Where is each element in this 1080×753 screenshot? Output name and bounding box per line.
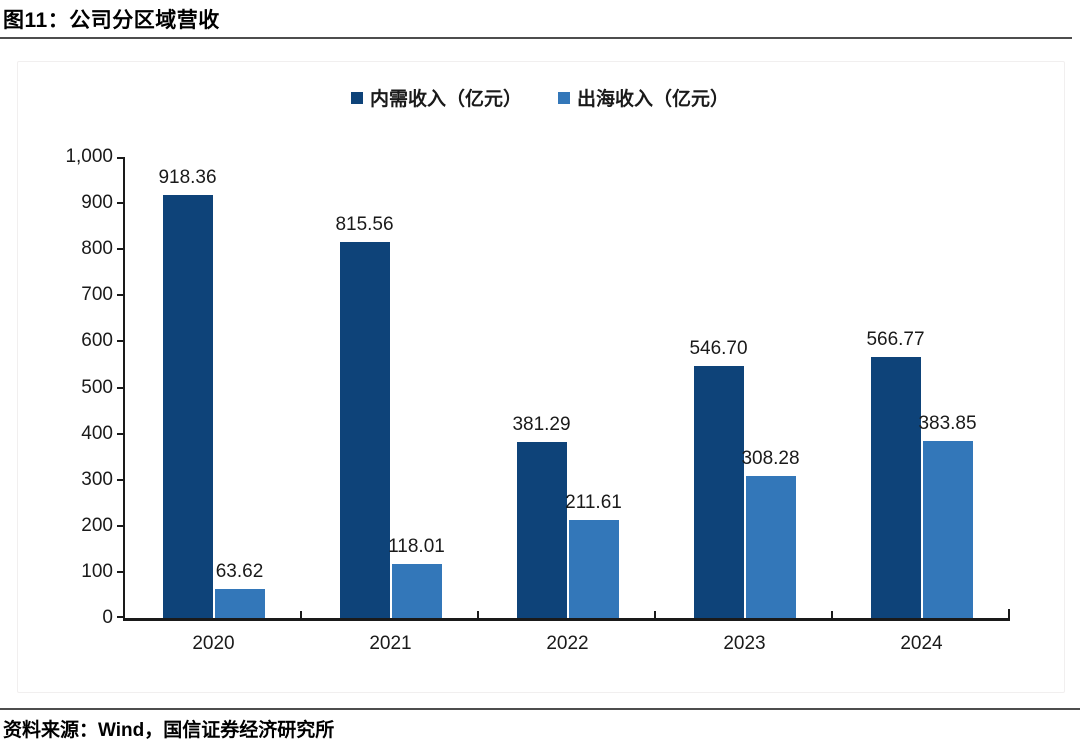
bar-overseas — [745, 475, 796, 618]
legend-label-domestic: 内需收入（亿元） — [369, 89, 522, 110]
bar-value-label: 63.62 — [215, 560, 264, 582]
x-axis-category-label: 2022 — [546, 633, 589, 654]
bar-overseas — [391, 563, 442, 618]
x-axis-tick-mark — [654, 611, 656, 618]
bar-value-label: 383.85 — [918, 413, 977, 435]
y-axis-tick-mark — [117, 524, 125, 527]
y-axis-tick-mark — [117, 570, 125, 573]
y-axis-tick-mark — [117, 202, 125, 205]
bar-value-label: 546.70 — [689, 337, 748, 359]
y-axis-tick-mark — [117, 340, 125, 343]
legend-item-domestic: 内需收入（亿元） — [350, 84, 522, 111]
y-axis-tick-mark — [117, 157, 125, 159]
y-axis-tick-label: 400 — [81, 422, 113, 444]
y-axis-tick-label: 0 — [102, 607, 113, 628]
bar-domestic — [339, 242, 390, 618]
y-axis-tick-mark — [117, 616, 125, 618]
y-axis-tick-label: 500 — [81, 376, 113, 398]
x-axis-tick-mark — [1008, 609, 1010, 618]
plot-area: 0 100 200 300 400 500 600 700 800 900 1,000 918.36 6… — [65, 146, 1010, 654]
y-axis-tick-mark — [117, 386, 125, 389]
bar-domestic — [870, 356, 921, 618]
x-axis-category-label: 2023 — [723, 633, 766, 654]
bar-value-label: 566.77 — [866, 328, 925, 350]
legend-label-overseas: 出海收入（亿元） — [577, 89, 730, 110]
bar-domestic — [162, 194, 213, 618]
footer-divider-line — [0, 708, 1080, 710]
bar-value-label: 308.28 — [741, 447, 800, 469]
bar-overseas — [214, 588, 265, 618]
chart-legend: 内需收入（亿元） 出海收入（亿元） — [0, 84, 1080, 111]
x-axis-category-label: 2021 — [369, 633, 412, 654]
y-axis-tick-mark — [117, 478, 125, 481]
x-axis-tick-mark — [300, 611, 302, 618]
bar-overseas — [568, 520, 619, 618]
bar-domestic — [693, 365, 744, 618]
legend-item-overseas: 出海收入（亿元） — [558, 84, 729, 111]
legend-swatch-overseas-icon — [558, 91, 570, 104]
y-axis-tick-label: 100 — [81, 560, 113, 582]
y-axis-tick-label: 800 — [81, 238, 113, 260]
y-axis-tick-mark — [117, 248, 125, 251]
bar-value-label: 118.01 — [388, 535, 445, 557]
y-axis-tick-label: 300 — [81, 468, 113, 490]
x-axis-tick-mark — [831, 611, 833, 618]
bar-domestic — [516, 442, 567, 618]
x-axis-category-label: 2024 — [900, 633, 943, 654]
bar-value-label: 815.56 — [335, 214, 394, 236]
y-axis-tick-label: 700 — [81, 284, 113, 306]
y-axis-tick-label: 1,000 — [65, 146, 113, 167]
bar-value-label: 211.61 — [565, 492, 622, 514]
y-axis-tick-mark — [117, 294, 125, 297]
bar-overseas — [922, 441, 973, 618]
bar-value-label: 918.36 — [158, 166, 217, 188]
figure-title: 图11：公司分区域营收 — [3, 9, 220, 32]
y-axis-tick-label: 900 — [81, 192, 113, 214]
bar-value-label: 381.29 — [512, 414, 571, 436]
y-axis-tick-label: 600 — [81, 330, 113, 352]
legend-swatch-domestic-icon — [350, 91, 363, 104]
data-source-note: 资料来源：Wind，国信证券经济研究所 — [3, 720, 335, 741]
y-axis-tick-mark — [117, 432, 125, 435]
x-axis-tick-mark — [477, 611, 479, 618]
y-axis-tick-label: 200 — [81, 514, 113, 536]
x-axis-category-label: 2020 — [192, 633, 235, 654]
title-divider-line — [0, 37, 1072, 39]
